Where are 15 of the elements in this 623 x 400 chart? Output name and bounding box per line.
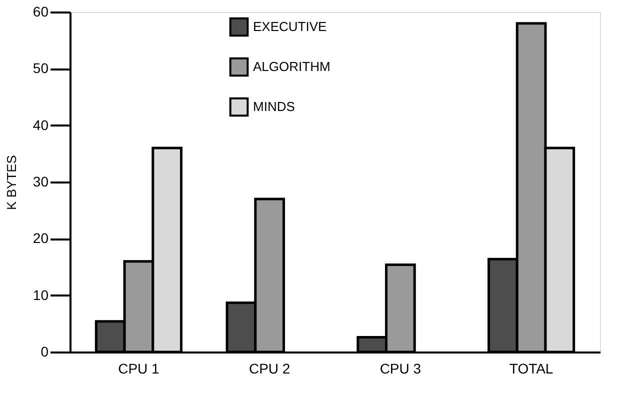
legend-label: ALGORITHM (253, 59, 330, 74)
y-tick-label: 10 (32, 286, 49, 303)
y-tick-label: 20 (32, 230, 49, 246)
legend-label: EXECUTIVE (253, 19, 328, 34)
y-tick-label: 60 (32, 4, 49, 20)
legend-label: MINDS (253, 99, 296, 114)
x-tick-label: CPU 1 (118, 360, 160, 376)
y-axis-title: K BYTES (4, 154, 19, 210)
x-tick-label: CPU 2 (248, 360, 290, 376)
x-tick-label: TOTAL (509, 360, 554, 376)
y-tick-label: 0 (40, 344, 49, 360)
y-tick-label: 30 (32, 174, 49, 190)
x-tick-label: CPU 3 (380, 360, 422, 376)
y-tick-label: 50 (32, 60, 49, 76)
y-tick-label: 40 (32, 116, 49, 133)
